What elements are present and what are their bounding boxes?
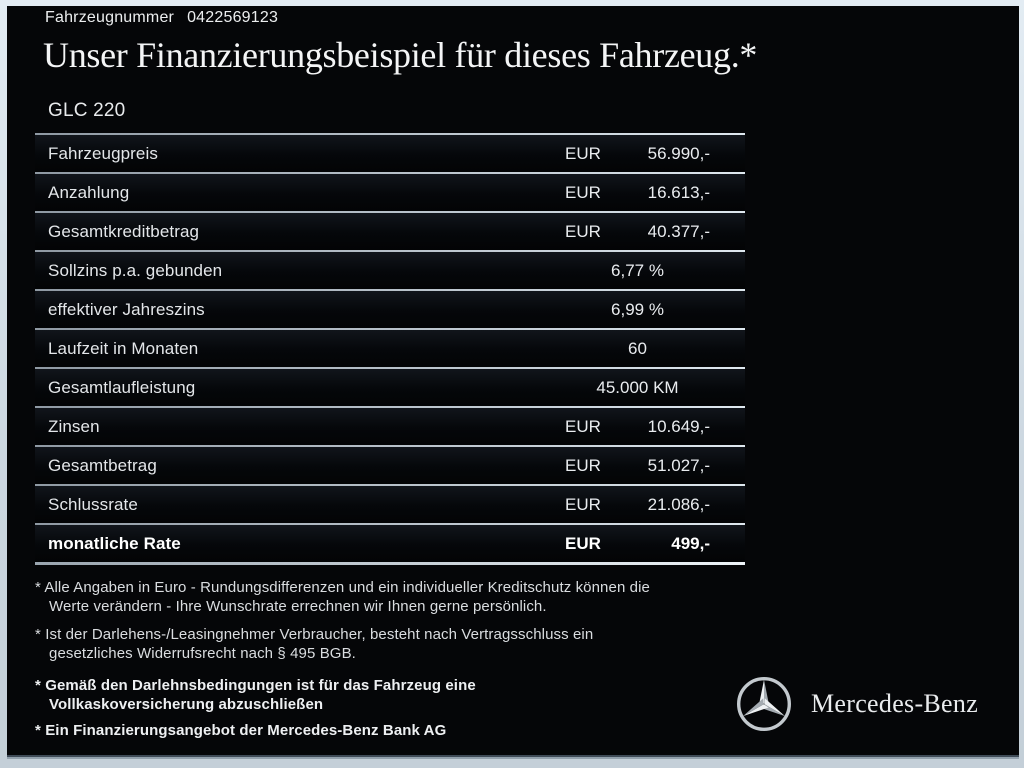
row-value: EUR 40.377,- [565, 222, 710, 242]
table-divider [35, 445, 745, 447]
table-row: monatliche Rate EUR 499,- [35, 525, 745, 562]
row-label: Schlussrate [48, 494, 138, 514]
table-divider [35, 211, 745, 213]
row-amount: 60 [628, 338, 647, 358]
table-row: Sollzins p.a. gebunden 6,77 % [35, 252, 745, 289]
row-label: monatliche Rate [48, 533, 181, 553]
brand-name: Mercedes-Benz [811, 689, 979, 718]
table-divider [35, 523, 745, 525]
table-divider [35, 406, 745, 408]
row-value: 6,99 % [565, 300, 710, 320]
row-amount: 6,99 % [611, 299, 664, 319]
row-value: 45.000 KM [565, 378, 710, 398]
row-amount: 45.000 KM [596, 377, 679, 397]
table-row: Gesamtlaufleistung 45.000 KM [35, 369, 745, 406]
row-value: 60 [565, 339, 710, 359]
row-value: 6,77 % [565, 261, 710, 281]
table-divider [35, 289, 745, 291]
table-divider [35, 328, 745, 330]
vehicle-model: GLC 220 [48, 100, 126, 121]
footnote: * Ist der Darlehens-/Leasingnehmer Verbr… [35, 626, 594, 662]
row-label: Gesamtlaufleistung [48, 377, 196, 397]
finance-panel: Fahrzeugnummer 0422569123 Unser Finanzie… [7, 6, 1019, 755]
table-row: Anzahlung EUR 16.613,- [35, 174, 745, 211]
row-value: EUR 16.613,- [565, 183, 710, 203]
row-amount: 56.990,- [647, 143, 710, 163]
brand-logo: Mercedes-Benz [732, 672, 978, 736]
page-title: Unser Finanzierungsbeispiel für dieses F… [43, 35, 758, 75]
row-label: Zinsen [48, 416, 100, 436]
row-currency: EUR [565, 455, 601, 475]
vehicle-number-value: 0422569123 [187, 9, 279, 26]
row-label: Laufzeit in Monaten [48, 338, 199, 358]
row-value: EUR 499,- [565, 534, 710, 554]
table-divider [35, 133, 745, 135]
row-label: Sollzins p.a. gebunden [48, 260, 223, 280]
row-amount: 51.027,- [647, 455, 710, 475]
table-divider [35, 562, 745, 565]
row-currency: EUR [565, 143, 601, 163]
row-value: EUR 56.990,- [565, 144, 710, 164]
row-amount: 16.613,- [647, 182, 710, 202]
row-amount: 10.649,- [647, 416, 710, 436]
table-divider [35, 367, 745, 369]
row-amount: 21.086,- [647, 494, 710, 514]
mercedes-star-icon [737, 677, 791, 731]
table-divider [35, 484, 745, 486]
vehicle-number-label: Fahrzeugnummer [45, 9, 175, 26]
row-value: EUR 21.086,- [565, 495, 710, 515]
table-row: effektiver Jahreszins 6,99 % [35, 291, 745, 328]
row-currency: EUR [565, 494, 601, 514]
table-row: Zinsen EUR 10.649,- [35, 408, 745, 445]
row-currency: EUR [565, 416, 601, 436]
row-value: EUR 51.027,- [565, 456, 710, 476]
table-row: Laufzeit in Monaten 60 [35, 330, 745, 367]
table-row: Fahrzeugpreis EUR 56.990,- [35, 135, 745, 172]
financing-table: Fahrzeugpreis EUR 56.990,- Anzahlung EUR… [35, 133, 745, 565]
footnote: * Ein Finanzierungsangebot der Mercedes-… [35, 722, 447, 739]
table-row: Gesamtbetrag EUR 51.027,- [35, 447, 745, 484]
footnotes: * Alle Angaben in Euro - Rundungsdiffere… [35, 578, 755, 749]
row-label: Fahrzeugpreis [48, 143, 158, 163]
table-divider [35, 250, 745, 252]
row-currency: EUR [565, 182, 601, 202]
table-row: Gesamtkreditbetrag EUR 40.377,- [35, 213, 745, 250]
row-currency: EUR [565, 533, 601, 553]
row-amount: 6,77 % [611, 260, 664, 280]
table-divider [35, 172, 745, 174]
row-value: EUR 10.649,- [565, 417, 710, 437]
row-label: Gesamtbetrag [48, 455, 157, 475]
vehicle-number: Fahrzeugnummer 0422569123 [45, 9, 278, 27]
footnote: * Alle Angaben in Euro - Rundungsdiffere… [35, 579, 650, 615]
row-amount: 499,- [671, 533, 710, 553]
row-currency: EUR [565, 221, 601, 241]
footnote: * Gemäß den Darlehnsbedingungen ist für … [35, 677, 476, 713]
row-label: Anzahlung [48, 182, 130, 202]
row-amount: 40.377,- [647, 221, 710, 241]
row-label: Gesamtkreditbetrag [48, 221, 200, 241]
table-row: Schlussrate EUR 21.086,- [35, 486, 745, 523]
row-label: effektiver Jahreszins [48, 299, 205, 319]
